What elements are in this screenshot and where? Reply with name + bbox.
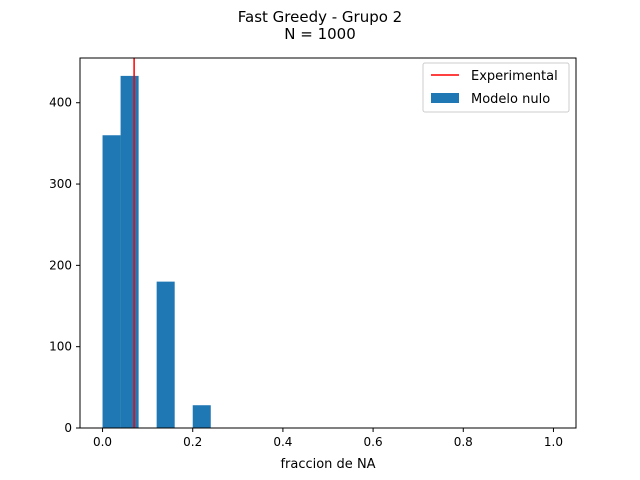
y-tick-label: 200 (49, 258, 72, 272)
legend-box (422, 62, 570, 113)
histogram-bar (120, 75, 139, 428)
x-tick-label: 0.8 (454, 435, 473, 449)
bars-group (102, 75, 211, 428)
axes-group: 0.0 0.2 0.4 0.6 0.8 1.0 0 100 200 300 400 (49, 57, 577, 449)
chart-subtitle: N = 1000 (284, 25, 356, 43)
legend: Experimental Modelo nulo (422, 62, 570, 113)
x-tick-label: 0.2 (183, 435, 202, 449)
y-tick-label: 300 (49, 177, 72, 191)
y-tick-label: 400 (49, 96, 72, 110)
x-tick-label: 0.4 (273, 435, 292, 449)
x-tick-label: 0.0 (93, 435, 112, 449)
legend-patch-swatch (431, 93, 459, 103)
x-axis-label: fraccion de NA (280, 457, 375, 472)
histogram-bar (192, 405, 211, 428)
histogram-bar (102, 135, 121, 428)
legend-label-modelo-nulo: Modelo nulo (471, 92, 550, 107)
histogram-bar (156, 281, 175, 428)
x-tick-label: 1.0 (544, 435, 563, 449)
x-tick-label: 0.6 (364, 435, 383, 449)
plot-frame (79, 57, 577, 429)
legend-label-experimental: Experimental (471, 69, 558, 84)
y-tick-label: 0 (64, 421, 72, 435)
chart-title: Fast Greedy - Grupo 2 (238, 8, 402, 26)
y-tick-label: 100 (49, 340, 72, 354)
